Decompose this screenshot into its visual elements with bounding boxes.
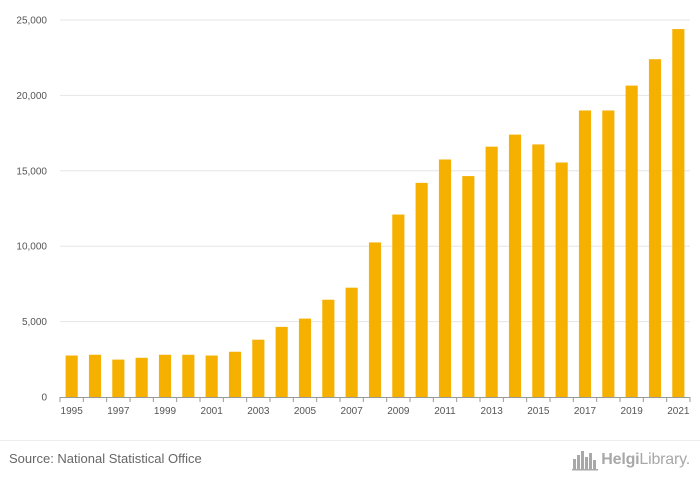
bar-2005 (298, 318, 312, 397)
bar-2006 (322, 299, 335, 397)
bar-2007 (345, 287, 358, 397)
y-axis-tick-labels: 0 5,000 10,000 15,000 20,000 25,000 (16, 16, 47, 404)
bar-2015 (532, 144, 545, 397)
bar-2004 (275, 326, 288, 397)
y-tick-label: 10,000 (16, 242, 47, 253)
bar-2010 (415, 182, 428, 397)
x-tick-label: 2005 (294, 406, 317, 417)
logo-text-rest: Library (639, 451, 686, 468)
x-tick-label: 2013 (481, 406, 504, 417)
logo-text-bold: Helgi (601, 451, 640, 468)
x-axis: 1995 1997 1999 2001 2003 2005 2007 2009 2011 2013… (59, 397, 691, 417)
bar-2021 (672, 29, 685, 397)
bar-2008 (368, 242, 382, 397)
bar-2003 (252, 339, 265, 397)
bar-2017 (578, 110, 592, 397)
x-tick-label: 2011 (434, 406, 456, 417)
bar-2018 (602, 110, 615, 397)
bar-2000 (182, 354, 195, 397)
x-tick-label: 1999 (154, 406, 177, 417)
x-tick-label: 2015 (527, 406, 550, 417)
bar-2012 (462, 176, 475, 397)
x-tick-label: 1995 (61, 406, 84, 417)
x-tick-label: 2017 (574, 406, 597, 417)
x-tick-label: 1997 (107, 406, 130, 417)
source-note: Source: National Statistical Office (9, 451, 202, 466)
x-tick-label: 2007 (341, 406, 364, 417)
bar-2019 (625, 85, 638, 398)
bar-2016 (555, 162, 568, 397)
logo-text: HelgiLibrary. (601, 451, 690, 468)
y-tick-label: 0 (41, 393, 47, 404)
x-tick-label: 2021 (667, 406, 690, 417)
city-skyline-icon (572, 451, 599, 471)
footer: Source: National Statistical Office Helg… (0, 440, 700, 484)
bar-1995 (65, 355, 78, 397)
bar-2009 (392, 214, 405, 397)
bar-1997 (112, 359, 125, 397)
helgilibrary-logo: HelgiLibrary. (572, 447, 690, 473)
x-tick-label: 2019 (621, 406, 644, 417)
x-tick-label: 2009 (387, 406, 410, 417)
bar-1996 (88, 354, 102, 397)
y-tick-label: 25,000 (16, 16, 47, 27)
bar-2013 (485, 146, 498, 397)
bar-1999 (158, 354, 172, 397)
x-tick-label: 2003 (247, 406, 270, 417)
y-tick-label: 15,000 (16, 166, 47, 177)
bar-2001 (205, 355, 218, 397)
bar-2002 (228, 351, 242, 397)
bar-1998 (135, 357, 148, 397)
y-tick-label: 5,000 (22, 317, 47, 328)
bar-2020 (648, 59, 662, 397)
y-tick-label: 20,000 (16, 91, 47, 102)
bar-2011 (438, 159, 452, 397)
bar-2014 (508, 134, 522, 397)
bars (65, 29, 685, 398)
x-tick-label: 2001 (201, 406, 224, 417)
